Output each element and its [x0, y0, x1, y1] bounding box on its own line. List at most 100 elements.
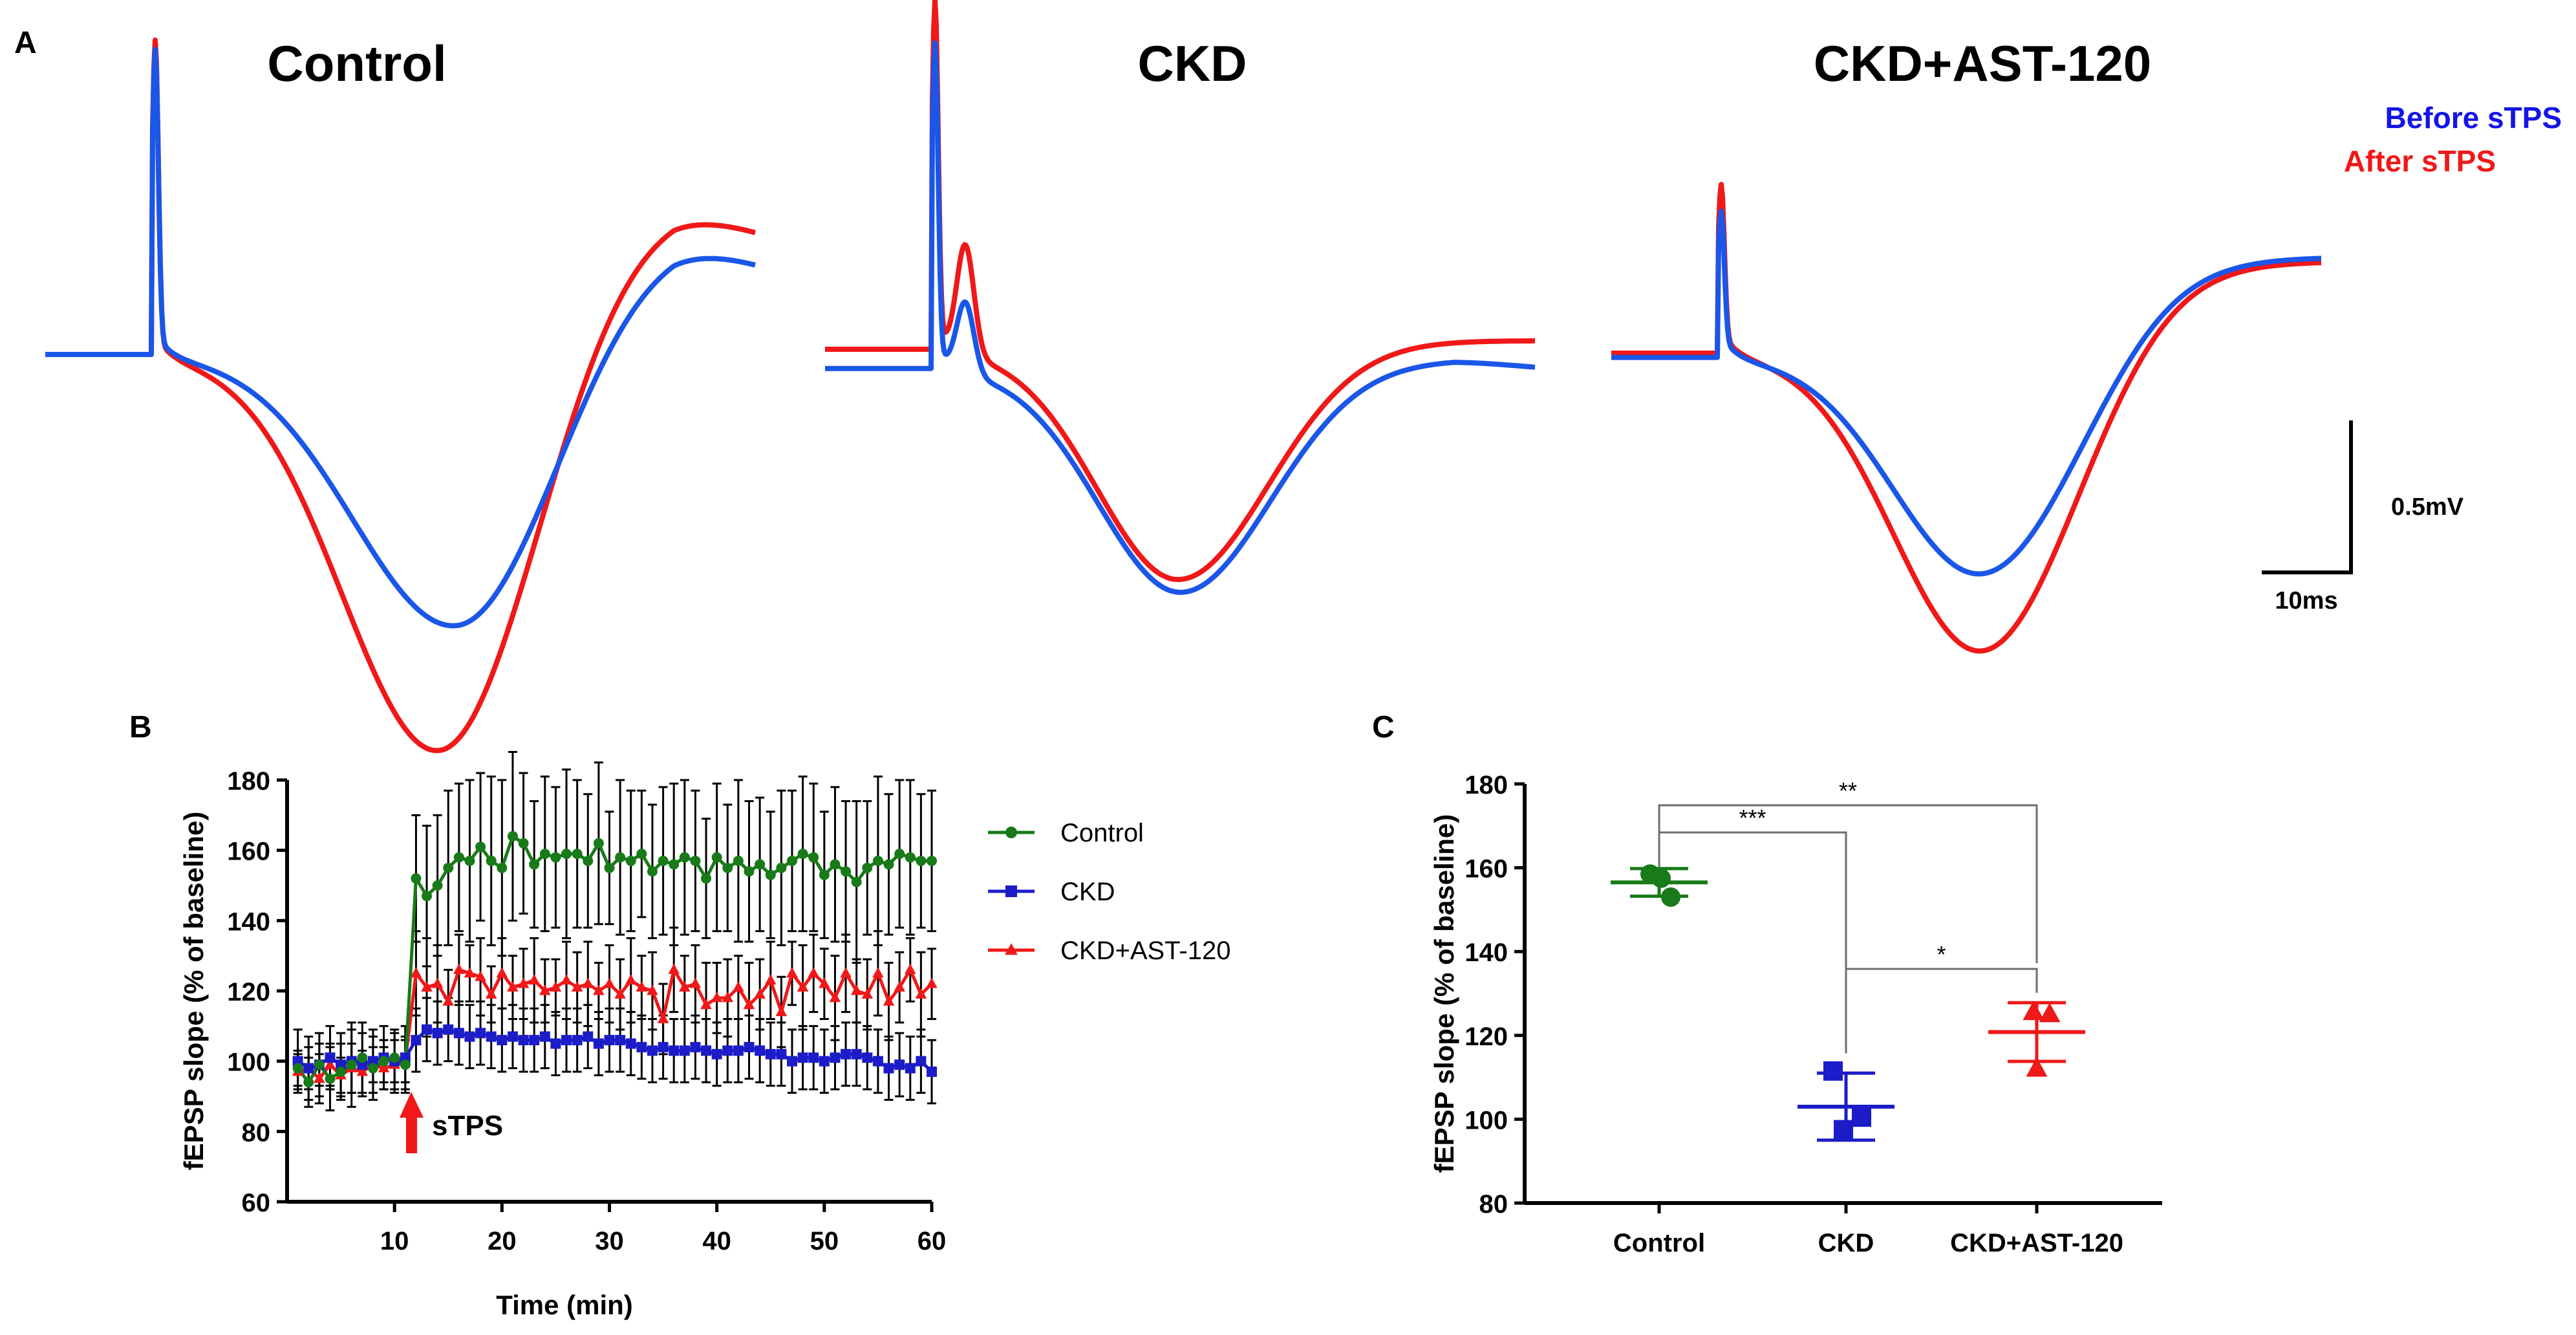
data-point-ckd: [916, 1056, 927, 1067]
data-point-ckd: [905, 1063, 916, 1074]
data-point-ckd-ast120: [872, 967, 884, 978]
data-point-ckd: [872, 1056, 883, 1067]
data-point-ckd-ast120: [528, 974, 540, 985]
legend-label-ckd-ast120: CKD+AST-120: [1060, 937, 1230, 965]
significance-bracket: [1658, 804, 2038, 964]
data-point-ckd: [690, 1041, 701, 1052]
panel-c-x-tick-label: CKD: [1818, 1229, 1874, 1257]
data-point-ckd-ast120: [904, 963, 916, 974]
data-point-ckd-ast120: [850, 984, 863, 995]
legend-marker-control: [1005, 827, 1017, 838]
data-point-ckd-ast120: [496, 967, 508, 978]
trace-title-ckd: CKD: [1138, 35, 1247, 92]
data-point-control: [572, 849, 583, 860]
data-point-control: [593, 838, 604, 849]
data-point-ckd: [636, 1041, 647, 1052]
data-point-control: [583, 855, 594, 866]
data-point-control: [400, 1059, 411, 1070]
trace-ckd-before: [824, 40, 1536, 595]
data-point-ckd-ast120: [453, 963, 465, 974]
data-point-control: [422, 891, 433, 902]
data-point-ckd-ast120: [915, 988, 927, 999]
data-point-ckd-ast120: [647, 984, 658, 995]
panel-c-y-tick-label: 100: [1465, 1106, 1508, 1134]
data-point-ckd-ast120: [517, 977, 530, 988]
data-point-ckd-ast120: [561, 974, 572, 985]
panel-b-label: B: [129, 710, 152, 744]
data-point-control: [1651, 868, 1671, 888]
data-point-control: [486, 855, 497, 866]
data-point-ckd-ast120: [442, 995, 455, 1006]
data-point-ckd-ast120: [603, 977, 616, 988]
data-point-ckd-ast120: [410, 967, 422, 978]
panel-c-y-tick-label: 180: [1465, 771, 1508, 799]
data-point-control: [927, 855, 937, 866]
panel-b-x-tick-label: 10: [380, 1227, 409, 1255]
data-point-ckd-ast120: [550, 981, 562, 992]
data-point-ckd-ast120: [582, 977, 594, 988]
data-point-ckd: [755, 1045, 766, 1056]
significance-label: *: [1937, 941, 1946, 968]
legend-marker-ckd-ast120: [1005, 943, 1018, 955]
panel-c-x-tick-label: Control: [1613, 1229, 1705, 1257]
panel-b-x-tick-label: 40: [702, 1227, 731, 1255]
data-point-control: [733, 855, 744, 866]
data-point-ckd-ast120: [507, 981, 519, 992]
data-point-ckd: [615, 1035, 626, 1046]
data-point-ckd: [1834, 1120, 1853, 1140]
data-point-ckd-ast120: [926, 977, 938, 988]
data-point-control: [325, 1073, 336, 1084]
panel-c-y-tick-label: 80: [1479, 1190, 1508, 1219]
panel-c-axes: [1523, 784, 2162, 1205]
data-point-ckd: [658, 1041, 669, 1052]
scale-bar: 0.5mV 10ms: [2262, 420, 2464, 614]
data-point-control: [357, 1052, 368, 1063]
data-point-control: [475, 841, 486, 852]
data-point-ckd: [819, 1056, 830, 1067]
data-point-control: [411, 873, 422, 884]
panel-c-significance-brackets: ******: [1658, 777, 2038, 1054]
data-point-ckd: [711, 1048, 722, 1059]
data-point-control: [894, 849, 905, 860]
trace-title-control: Control: [267, 35, 446, 92]
trace-ckd-ast120-before: [1610, 208, 2323, 577]
panel-b-y-tick-label: 140: [227, 907, 270, 936]
data-point-control: [432, 880, 443, 891]
data-point-ckd: [550, 1038, 561, 1049]
series-line-control: [296, 834, 932, 1085]
data-point-ckd-ast120: [378, 1061, 390, 1072]
panel-b-y-axis-label: fEPSP slope (% of baseline): [178, 812, 209, 1171]
data-point-ckd-ast120: [314, 1072, 325, 1083]
significance-label: ***: [1739, 805, 1766, 831]
significance-bracket: [1845, 968, 2038, 1054]
data-point-control: [872, 855, 883, 866]
data-point-control: [679, 852, 690, 863]
data-point-ckd: [475, 1028, 486, 1039]
data-point-control: [722, 862, 733, 873]
panel-b-y-tick-label: 80: [242, 1118, 271, 1147]
data-point-ckd: [722, 1045, 733, 1056]
data-point-control: [336, 1066, 347, 1077]
panel-b-x-axis-label: Time (min): [496, 1290, 633, 1320]
trace-group-ckd-ast120: [1610, 182, 2323, 654]
data-point-ckd: [797, 1052, 808, 1063]
panel-a-label: A: [14, 26, 37, 60]
data-point-control: [797, 849, 808, 860]
data-point-ckd-ast120: [819, 977, 830, 988]
data-point-control: [841, 866, 852, 877]
data-point-ckd: [572, 1035, 583, 1046]
data-point-control: [658, 855, 669, 866]
legend-label-ckd: CKD: [1060, 878, 1115, 906]
data-point-ckd: [927, 1066, 937, 1077]
data-point-control: [497, 862, 508, 873]
data-point-ckd-ast120: [808, 967, 820, 978]
panel-c-y-axis-label: fEPSP slope (% of baseline): [1429, 814, 1459, 1173]
legend-before-stps: Before sTPS: [2385, 101, 2562, 135]
data-point-ckd: [593, 1038, 604, 1049]
panel-c-label: C: [1372, 710, 1395, 744]
data-point-ckd: [851, 1048, 862, 1059]
data-point-control: [786, 855, 797, 866]
data-point-control: [755, 859, 766, 870]
data-point-ckd: [486, 1031, 497, 1042]
